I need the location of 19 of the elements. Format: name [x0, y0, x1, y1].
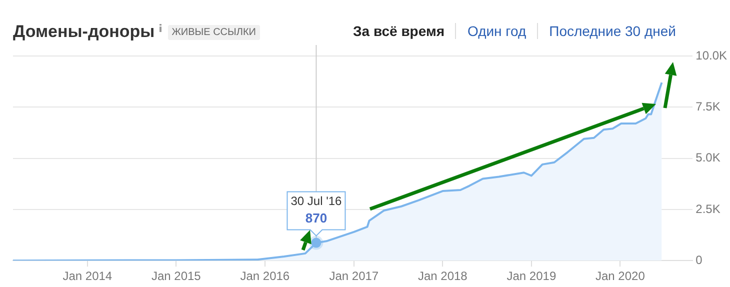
chart-subtitle: ЖИВЫЕ ССЫЛКИ	[168, 24, 260, 40]
y-tick-label: 2.5K	[696, 202, 720, 216]
annotation: 30 Jul '16	[290, 194, 342, 208]
x-tick-label: Jan 2015	[151, 269, 202, 284]
text: Один год	[455, 23, 538, 39]
x-tick-label: Jan 2018	[418, 269, 468, 284]
y-tick-label: 7.5K	[696, 99, 720, 114]
x-tick-label: Jan 2019	[506, 269, 556, 284]
chart-title: Домены-доноры	[13, 22, 155, 42]
y-tick-label: 5.0K	[696, 150, 720, 165]
y-tick-label: 0	[696, 252, 703, 267]
x-tick-label: Jan 2017	[329, 269, 379, 284]
annotation: 870	[305, 210, 328, 226]
text: За всё время	[352, 23, 446, 39]
text: Последние 30 дней	[537, 23, 687, 39]
y-tick-label: 10.0K	[696, 48, 727, 62]
x-tick-label: Jan 2014	[62, 269, 112, 284]
x-tick-label: Jan 2016	[240, 269, 290, 284]
x-tick-label: Jan 2020	[595, 269, 646, 284]
